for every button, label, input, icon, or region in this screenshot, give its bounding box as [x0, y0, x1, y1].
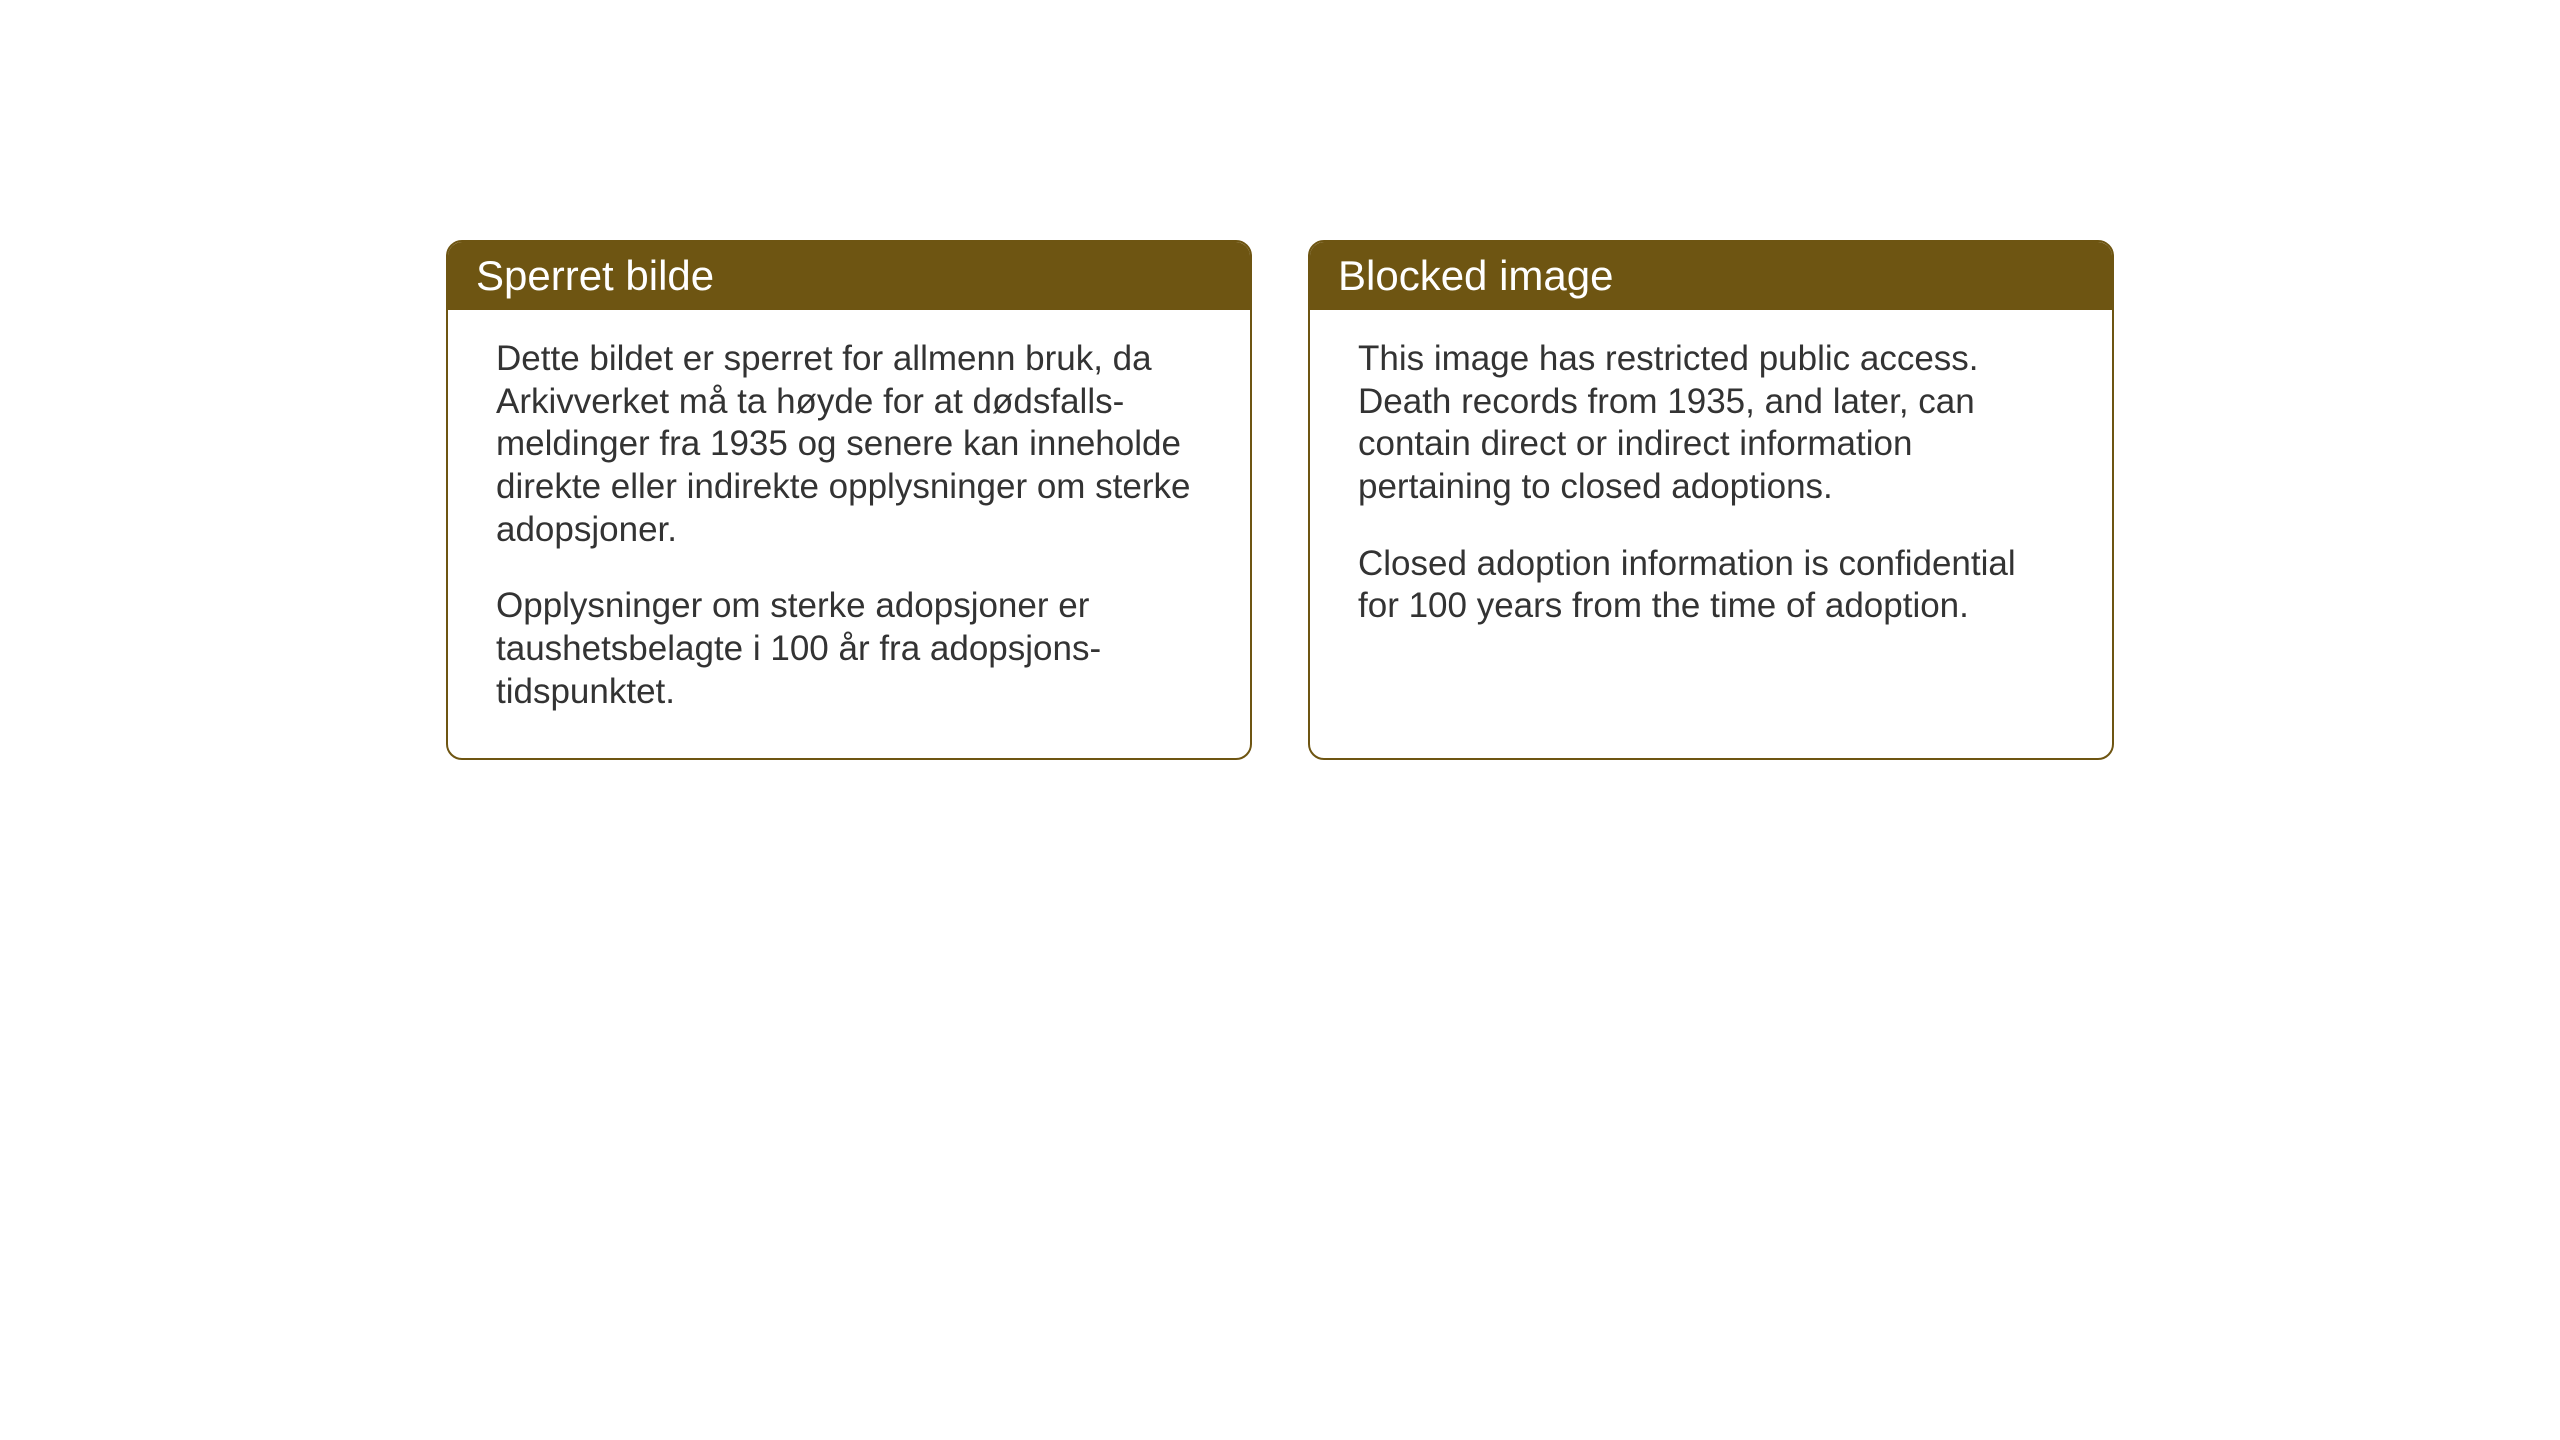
card-norwegian-header: Sperret bilde	[448, 242, 1250, 310]
card-norwegian-paragraph-2: Opplysninger om sterke adopsjoner er tau…	[496, 585, 1202, 713]
card-norwegian: Sperret bilde Dette bildet er sperret fo…	[446, 240, 1252, 760]
card-norwegian-paragraph-1: Dette bildet er sperret for allmenn bruk…	[496, 338, 1202, 551]
cards-container: Sperret bilde Dette bildet er sperret fo…	[446, 240, 2114, 760]
card-english-paragraph-1: This image has restricted public access.…	[1358, 338, 2064, 509]
card-english: Blocked image This image has restricted …	[1308, 240, 2114, 760]
card-english-body: This image has restricted public access.…	[1310, 310, 2112, 672]
card-english-header: Blocked image	[1310, 242, 2112, 310]
card-norwegian-body: Dette bildet er sperret for allmenn bruk…	[448, 310, 1250, 758]
card-english-paragraph-2: Closed adoption information is confident…	[1358, 543, 2064, 628]
